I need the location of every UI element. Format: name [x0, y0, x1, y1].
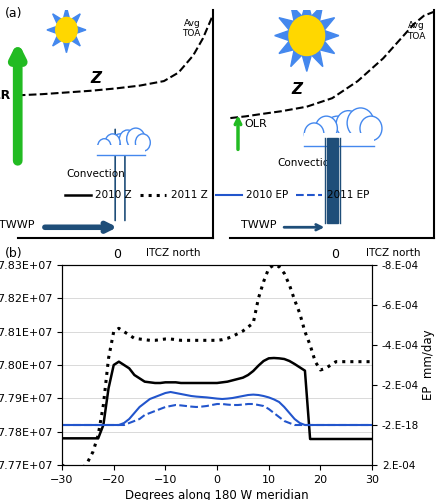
2010 EP	[168, 389, 173, 395]
Text: Z: Z	[291, 82, 302, 97]
Polygon shape	[302, 56, 311, 72]
Line: 2011 EP: 2011 EP	[62, 404, 372, 425]
2011 EP	[132, 418, 137, 424]
Polygon shape	[320, 41, 334, 54]
Circle shape	[315, 116, 337, 140]
Polygon shape	[279, 41, 294, 54]
Line: 2011 Z: 2011 Z	[62, 265, 372, 472]
Text: ITCZ north: ITCZ north	[366, 248, 421, 258]
Circle shape	[360, 116, 382, 140]
Circle shape	[56, 18, 77, 42]
2010 Z	[271, 355, 276, 361]
Text: Avg
TOA: Avg TOA	[407, 22, 425, 41]
Legend: 2010 Z, 2011 Z, 2010 EP, 2011 EP: 2010 Z, 2011 Z, 2010 EP, 2011 EP	[61, 186, 373, 204]
2011 EP	[121, 422, 127, 428]
Text: Convection: Convection	[66, 169, 125, 179]
Circle shape	[105, 134, 120, 152]
Text: TWWP: TWWP	[241, 220, 276, 230]
X-axis label: Degrees along 180 W meridian: Degrees along 180 W meridian	[125, 489, 309, 500]
2011 Z	[70, 468, 75, 474]
Polygon shape	[64, 7, 69, 18]
2010 EP	[369, 422, 375, 428]
Polygon shape	[291, 50, 302, 66]
Circle shape	[289, 16, 325, 56]
Text: (a): (a)	[4, 8, 22, 20]
2010 EP	[132, 410, 137, 416]
Polygon shape	[53, 14, 61, 24]
Bar	[304, 132, 374, 146]
Circle shape	[111, 134, 129, 155]
2010 Z	[59, 436, 65, 442]
Bar	[97, 146, 145, 155]
2010 Z	[168, 380, 173, 386]
Line: 2010 Z: 2010 Z	[62, 358, 372, 439]
2011 Z	[369, 358, 375, 364]
Circle shape	[347, 108, 374, 138]
Text: 0: 0	[331, 248, 339, 260]
2010 EP	[121, 420, 127, 426]
2011 Z	[230, 334, 235, 340]
2011 Z	[338, 358, 344, 364]
2011 Z	[251, 320, 256, 326]
2011 Z	[271, 262, 276, 268]
Text: Z: Z	[90, 70, 101, 86]
Polygon shape	[77, 27, 86, 33]
Text: Convection: Convection	[277, 158, 336, 168]
2011 Z	[127, 332, 132, 338]
2010 EP	[59, 422, 65, 428]
2010 Z	[245, 372, 251, 378]
2010 Z	[307, 436, 313, 442]
2011 EP	[168, 403, 173, 409]
Text: TWWP: TWWP	[0, 220, 35, 230]
Polygon shape	[325, 30, 339, 40]
2010 EP	[333, 422, 338, 428]
2011 Z	[173, 336, 179, 342]
Line: 2010 EP: 2010 EP	[62, 392, 372, 425]
Text: OLR: OLR	[0, 89, 10, 102]
Polygon shape	[312, 4, 323, 21]
Circle shape	[119, 130, 136, 150]
2010 Z	[132, 372, 137, 378]
Polygon shape	[47, 27, 56, 33]
2011 EP	[230, 402, 235, 408]
Text: ITCZ north: ITCZ north	[146, 248, 201, 258]
Circle shape	[98, 138, 111, 154]
Polygon shape	[275, 30, 289, 40]
Circle shape	[336, 110, 361, 138]
Circle shape	[304, 123, 324, 145]
2011 EP	[333, 422, 338, 428]
2011 Z	[59, 462, 65, 468]
Polygon shape	[64, 42, 69, 52]
2010 EP	[230, 395, 235, 401]
2011 EP	[369, 422, 375, 428]
2010 EP	[251, 392, 256, 398]
2011 EP	[251, 401, 256, 407]
Polygon shape	[279, 18, 294, 30]
2011 Z	[137, 336, 142, 342]
Polygon shape	[72, 36, 80, 46]
Text: OLR: OLR	[245, 118, 268, 128]
Polygon shape	[291, 4, 302, 21]
2010 EP	[173, 390, 179, 396]
2010 Z	[225, 378, 230, 384]
Polygon shape	[320, 18, 334, 30]
Polygon shape	[72, 14, 80, 24]
Polygon shape	[302, 0, 311, 16]
Circle shape	[136, 134, 150, 152]
2010 Z	[121, 362, 127, 368]
2011 EP	[214, 401, 220, 407]
Y-axis label: EP  mm/day: EP mm/day	[422, 330, 435, 400]
2010 Z	[369, 436, 375, 442]
Polygon shape	[53, 36, 61, 46]
2010 Z	[338, 436, 344, 442]
2011 EP	[59, 422, 65, 428]
Text: Avg
TOA: Avg TOA	[182, 18, 200, 38]
Circle shape	[127, 128, 145, 150]
Text: 0: 0	[113, 248, 122, 260]
Polygon shape	[312, 50, 323, 66]
Bar	[326, 138, 338, 224]
Text: (b): (b)	[4, 248, 22, 260]
Circle shape	[324, 116, 351, 146]
